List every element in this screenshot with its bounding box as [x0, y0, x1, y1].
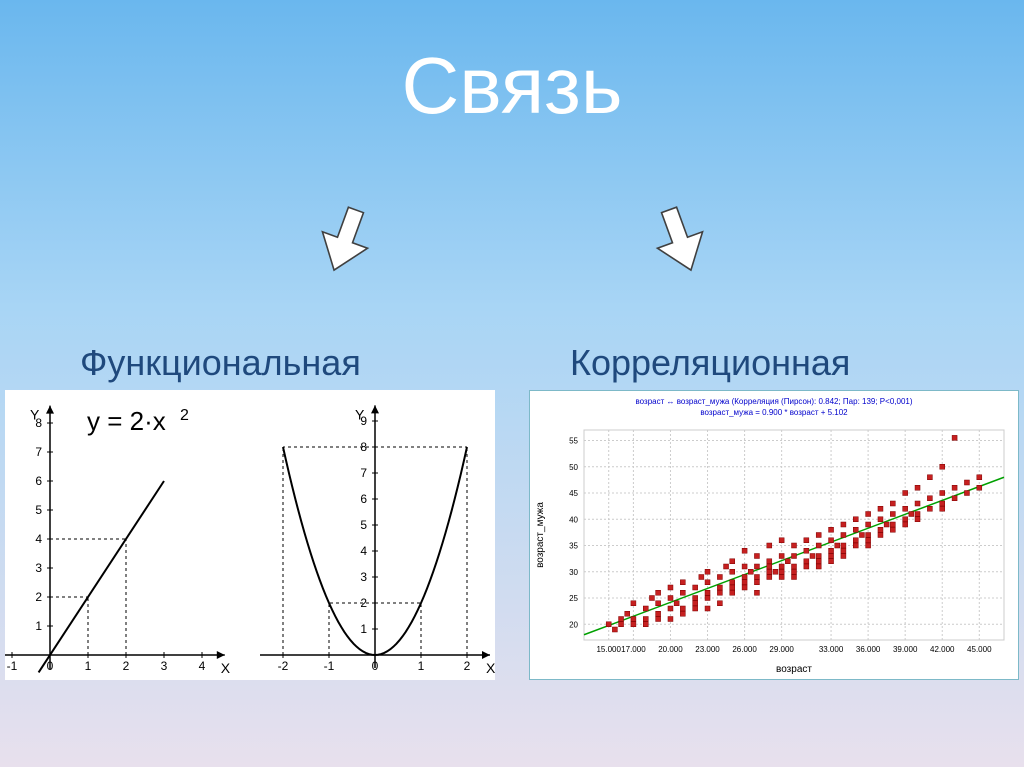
- svg-text:3: 3: [35, 561, 42, 575]
- svg-text:55: 55: [569, 437, 578, 446]
- svg-text:25: 25: [569, 594, 578, 603]
- svg-text:3: 3: [360, 570, 367, 584]
- svg-text:20: 20: [569, 620, 578, 629]
- svg-text:29.000: 29.000: [769, 645, 794, 654]
- svg-text:23.000: 23.000: [695, 645, 720, 654]
- svg-text:1: 1: [360, 622, 367, 636]
- functional-chart-panel: -10123412345678XYy = 2·x2 -2-10121234567…: [5, 390, 495, 680]
- svg-text:39.000: 39.000: [893, 645, 918, 654]
- svg-text:возраст ↔ возраст_мужа (Коррел: возраст ↔ возраст_мужа (Корреляция (Пирс…: [636, 397, 913, 406]
- svg-text:15.000: 15.000: [596, 645, 621, 654]
- svg-text:X: X: [486, 660, 495, 676]
- right-subtitle: Корреляционная: [570, 342, 850, 384]
- svg-text:-2: -2: [278, 659, 289, 673]
- slide: Связь Функциональная Корреляционная -1 0 1…: [0, 0, 1024, 767]
- svg-text:4: 4: [199, 659, 206, 673]
- svg-text:0: 0: [47, 659, 54, 673]
- arrow-down-right-icon: [640, 200, 720, 280]
- svg-text:4: 4: [35, 532, 42, 546]
- svg-text:26.000: 26.000: [732, 645, 757, 654]
- svg-text:30: 30: [569, 568, 578, 577]
- svg-text:5: 5: [35, 503, 42, 517]
- scatter-chart-panel: возраст ↔ возраст_мужа (Корреляция (Пирс…: [529, 390, 1019, 680]
- svg-text:4: 4: [360, 544, 367, 558]
- svg-text:42.000: 42.000: [930, 645, 955, 654]
- svg-text:45.000: 45.000: [967, 645, 992, 654]
- svg-text:6: 6: [35, 474, 42, 488]
- svg-text:1: 1: [418, 659, 425, 673]
- svg-text:40: 40: [569, 515, 578, 524]
- svg-text:7: 7: [360, 466, 367, 480]
- svg-text:1: 1: [35, 619, 42, 633]
- svg-text:Y: Y: [355, 406, 365, 422]
- svg-text:2: 2: [464, 659, 471, 673]
- svg-text:2: 2: [180, 407, 189, 424]
- svg-text:X: X: [221, 660, 231, 676]
- svg-text:y = 2·x: y = 2·x: [87, 406, 166, 436]
- linear-chart: -10123412345678XYy = 2·x2: [5, 390, 250, 680]
- svg-text:33.000: 33.000: [819, 645, 844, 654]
- svg-text:6: 6: [360, 492, 367, 506]
- svg-text:возраст_мужа = 0.900 * возраст: возраст_мужа = 0.900 * возраст + 5.102: [700, 408, 848, 417]
- svg-text:50: 50: [569, 463, 578, 472]
- svg-text:0: 0: [372, 659, 379, 673]
- svg-text:17.000: 17.000: [621, 645, 646, 654]
- svg-text:возраст_мужа: возраст_мужа: [535, 502, 546, 568]
- left-subtitle: Функциональная: [80, 342, 361, 384]
- svg-text:20.000: 20.000: [658, 645, 683, 654]
- svg-text:35: 35: [569, 542, 578, 551]
- svg-text:3: 3: [161, 659, 168, 673]
- svg-text:1: 1: [85, 659, 92, 673]
- svg-text:5: 5: [360, 518, 367, 532]
- arrow-down-left-icon: [305, 200, 385, 280]
- scatter-chart: возраст ↔ возраст_мужа (Корреляция (Пирс…: [529, 390, 1019, 680]
- svg-text:2: 2: [35, 590, 42, 604]
- slide-title: Связь: [0, 40, 1024, 132]
- svg-text:45: 45: [569, 489, 578, 498]
- parabola-chart: -2-1012123456789XY: [250, 390, 495, 680]
- svg-text:7: 7: [35, 445, 42, 459]
- svg-text:Y: Y: [30, 407, 40, 423]
- svg-text:-1: -1: [7, 659, 18, 673]
- svg-text:возраст: возраст: [776, 664, 812, 675]
- svg-text:-1: -1: [324, 659, 335, 673]
- svg-text:2: 2: [123, 659, 130, 673]
- svg-text:36.000: 36.000: [856, 645, 881, 654]
